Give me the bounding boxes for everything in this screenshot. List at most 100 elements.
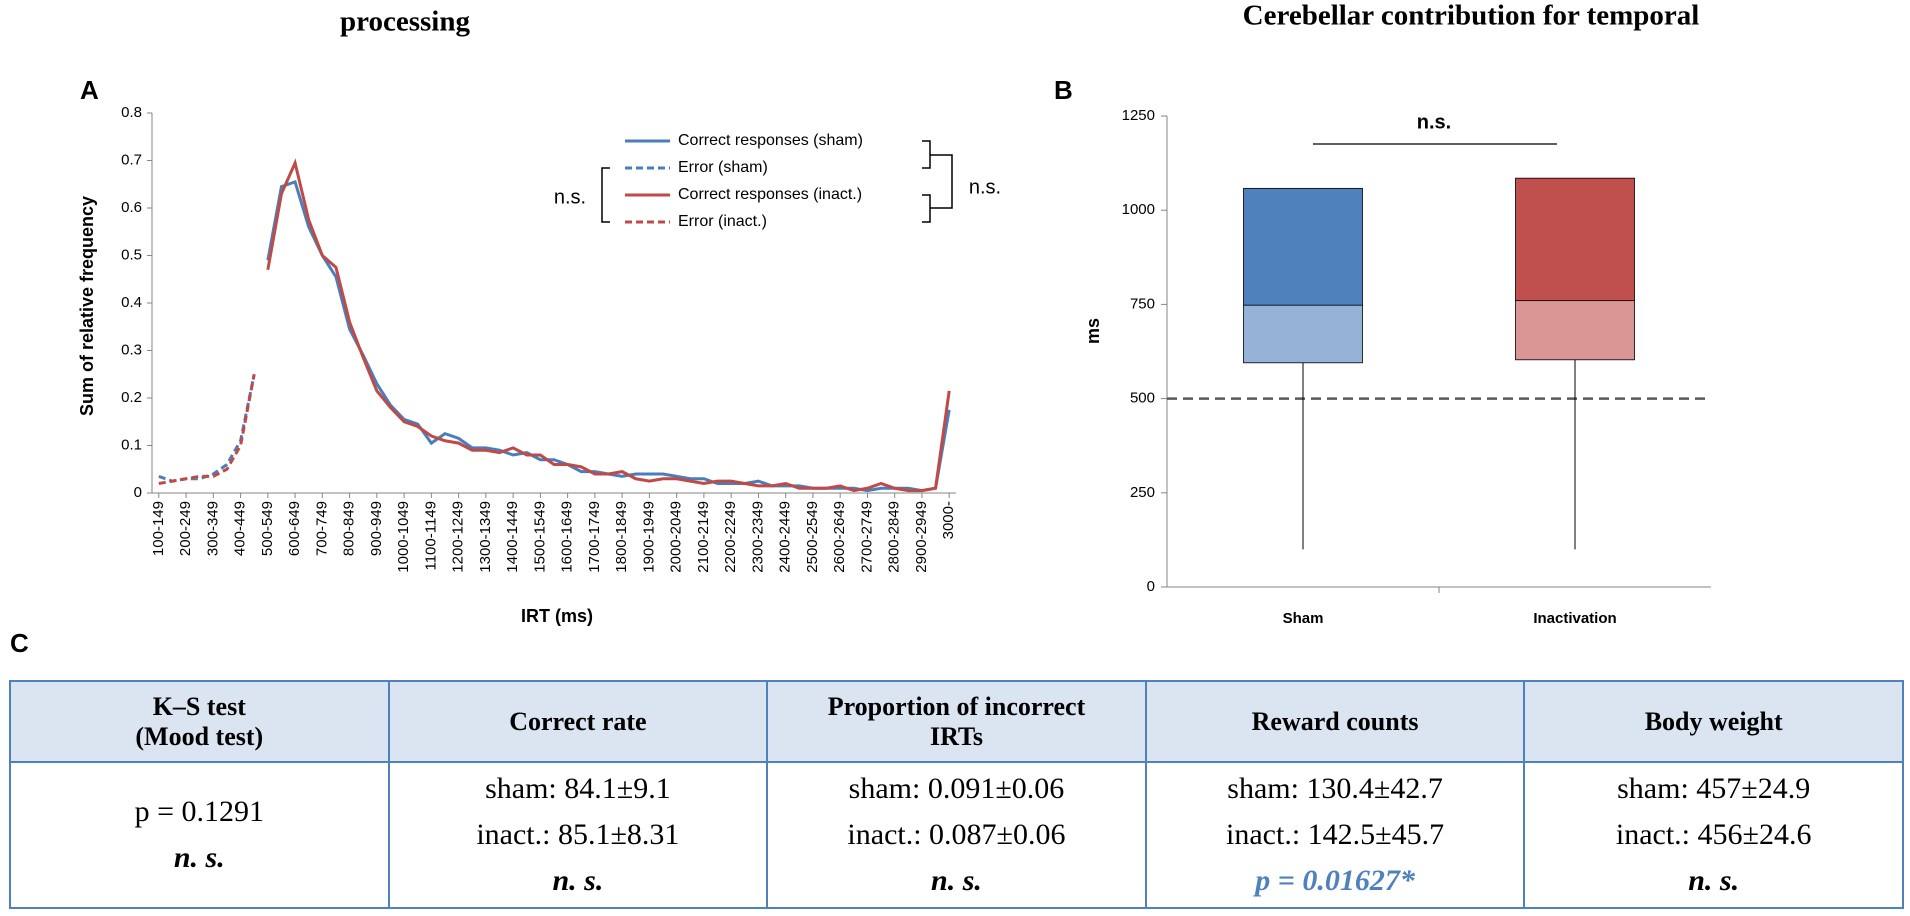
header-row: K–S test (Mood test) Correct rate Proportio… bbox=[9, 680, 1904, 763]
x-tick-label: 2800-2849 bbox=[886, 501, 903, 573]
line-series bbox=[158, 373, 256, 483]
x-tick-label: 2000-2049 bbox=[668, 501, 685, 573]
x-tick-label: 700-749 bbox=[313, 501, 330, 556]
x-tick-label: 2600-2649 bbox=[831, 501, 848, 573]
bracket bbox=[601, 167, 610, 223]
header-text: Correct rate bbox=[509, 706, 647, 736]
header-cell: Body weight bbox=[1523, 680, 1904, 763]
x-tick-label: 2700-2749 bbox=[858, 501, 875, 573]
x-tick-label: 900-949 bbox=[368, 501, 385, 556]
x-tick-label: 1600-1649 bbox=[559, 501, 576, 573]
cell-text: n. s. bbox=[173, 841, 225, 874]
x-tick-label: 2300-2349 bbox=[749, 501, 766, 573]
cell-text: sham: 457±24.9 bbox=[1617, 772, 1811, 805]
annotation: n.s. bbox=[1417, 111, 1451, 133]
y-tick-label: 0.6 bbox=[121, 199, 142, 216]
chart-title: processing bbox=[340, 6, 470, 38]
annotation: n.s. bbox=[969, 176, 1001, 198]
x-tick-label: 1200-1249 bbox=[450, 501, 467, 573]
y-tick-label: 0.7 bbox=[121, 151, 142, 168]
x-tick-label: 100-149 bbox=[150, 501, 167, 556]
box-upper bbox=[1243, 187, 1363, 306]
body-cell: sham: 84.1±9.1 inact.: 85.1±8.31 n. s. bbox=[387, 761, 769, 909]
cell-text: n. s. bbox=[1688, 864, 1740, 897]
header-cell: K–S test (Mood test) bbox=[9, 680, 390, 763]
cell-text: inact.: 0.087±0.06 bbox=[847, 818, 1066, 851]
line-series bbox=[266, 179, 951, 493]
y-tick-label: 0.5 bbox=[121, 246, 142, 263]
header-text: Body weight bbox=[1644, 706, 1783, 736]
cell-text: sham: 130.4±42.7 bbox=[1227, 772, 1443, 805]
header-text: K–S test bbox=[152, 691, 246, 721]
body-cell: sham: 0.091±0.06 inact.: 0.087±0.06 n. s. bbox=[766, 761, 1147, 909]
body-cell: sham: 130.4±42.7 inact.: 142.5±45.7 p = 0.… bbox=[1144, 761, 1526, 909]
legend-label: Error (sham) bbox=[678, 159, 768, 176]
cell-text: sham: 84.1±9.1 bbox=[485, 772, 671, 805]
x-tick-label: 1100-1149 bbox=[422, 501, 439, 571]
body-row: p = 0.1291 n. s. sham: 84.1±9.1 inact.: 85.… bbox=[9, 761, 1904, 909]
y-tick-label: 0.8 bbox=[121, 104, 142, 121]
x-tick-label: 2900-2949 bbox=[913, 501, 930, 573]
header-text: Proportion of incorrect bbox=[827, 691, 1086, 721]
cell-text: p = 0.01627* bbox=[1255, 864, 1415, 897]
x-tick-label: Inactivation bbox=[1533, 610, 1616, 627]
cell-text: n. s. bbox=[552, 864, 604, 897]
legend-label: Correct responses (inact.) bbox=[678, 186, 862, 203]
body-cell: sham: 457±24.9 inact.: 456±24.6 n. s. bbox=[1523, 761, 1904, 909]
line-series bbox=[266, 158, 951, 493]
x-tick-label: 1700-1749 bbox=[586, 501, 603, 573]
results-table: K–S test (Mood test) Correct rate Proportio… bbox=[9, 680, 1904, 909]
y-tick-label: 0.1 bbox=[121, 436, 142, 453]
cell-text: sham: 0.091±0.06 bbox=[848, 772, 1065, 805]
x-tick-label: 300-349 bbox=[204, 501, 221, 556]
x-tick-label: 2500-2549 bbox=[804, 501, 821, 573]
x-tick-label: 2100-2149 bbox=[695, 501, 712, 573]
panel-letter: A bbox=[80, 75, 99, 105]
bracket bbox=[922, 140, 953, 223]
x-tick-label: 1500-1549 bbox=[531, 501, 548, 573]
header-cell: Correct rate bbox=[387, 680, 769, 763]
x-tick-label: 1400-1449 bbox=[504, 501, 521, 573]
line-series bbox=[158, 373, 256, 485]
y-tick-label: 0.4 bbox=[121, 294, 142, 311]
header-cell: Proportion of incorrect IRTs bbox=[766, 680, 1147, 763]
charts: processing Cerebellar contribution for t… bbox=[10, 0, 1711, 658]
cell-text: inact.: 85.1±8.31 bbox=[476, 818, 680, 851]
x-tick-label: Sham bbox=[1283, 610, 1324, 627]
cell-text: n. s. bbox=[931, 864, 982, 897]
header-text: IRTs bbox=[929, 721, 984, 751]
y-axis-title: ms bbox=[1083, 318, 1103, 344]
y-tick-label: 0 bbox=[134, 484, 142, 501]
x-tick-label: 2200-2249 bbox=[722, 501, 739, 573]
box-lower bbox=[1243, 304, 1363, 364]
header-text: Reward counts bbox=[1251, 706, 1419, 736]
y-tick-label: 0.2 bbox=[121, 389, 142, 406]
x-tick-label: 400-449 bbox=[232, 501, 249, 556]
box-upper bbox=[1515, 177, 1635, 302]
x-tick-label: 1900-1949 bbox=[640, 501, 657, 573]
legend-label: Correct responses (sham) bbox=[678, 132, 863, 149]
panel-letter: B bbox=[1054, 75, 1073, 105]
header-cell: Reward counts bbox=[1144, 680, 1526, 763]
x-tick-label: 1800-1849 bbox=[613, 501, 630, 573]
x-tick-label: 1300-1349 bbox=[477, 501, 494, 573]
y-axis-title: Sum of relative frequency bbox=[77, 196, 97, 416]
x-tick-label: 200-249 bbox=[177, 501, 194, 556]
cell-text: inact.: 456±24.6 bbox=[1615, 818, 1812, 851]
x-tick-label: 600-649 bbox=[286, 501, 303, 556]
y-tick-label: 500 bbox=[1130, 390, 1155, 407]
x-tick-label: 1000-1049 bbox=[395, 501, 412, 573]
y-tick-label: 0.3 bbox=[121, 341, 142, 358]
header-text: (Mood test) bbox=[135, 721, 264, 751]
chart-title: Cerebellar contribution for temporal bbox=[1243, 0, 1700, 32]
y-tick-label: 1250 bbox=[1122, 107, 1155, 124]
legend-label: Error (inact.) bbox=[678, 213, 767, 230]
panel-letter: C bbox=[10, 628, 29, 658]
y-tick-label: 250 bbox=[1130, 484, 1155, 501]
annotation: n.s. bbox=[554, 186, 586, 208]
y-tick-label: 750 bbox=[1130, 295, 1155, 312]
x-axis-title: IRT (ms) bbox=[521, 606, 593, 626]
x-tick-label: 2400-2449 bbox=[777, 501, 794, 573]
x-tick-label: 800-849 bbox=[341, 501, 358, 556]
box-lower bbox=[1515, 300, 1635, 361]
